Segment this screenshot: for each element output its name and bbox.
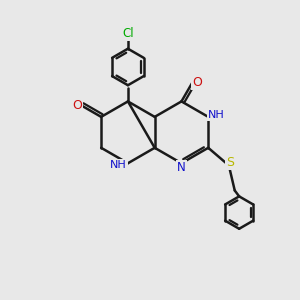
Text: O: O <box>192 76 202 89</box>
Text: O: O <box>73 99 82 112</box>
Text: NH: NH <box>208 110 225 120</box>
Text: N: N <box>177 161 186 174</box>
Text: S: S <box>226 156 234 169</box>
Text: Cl: Cl <box>122 28 134 40</box>
Text: NH: NH <box>110 160 127 170</box>
